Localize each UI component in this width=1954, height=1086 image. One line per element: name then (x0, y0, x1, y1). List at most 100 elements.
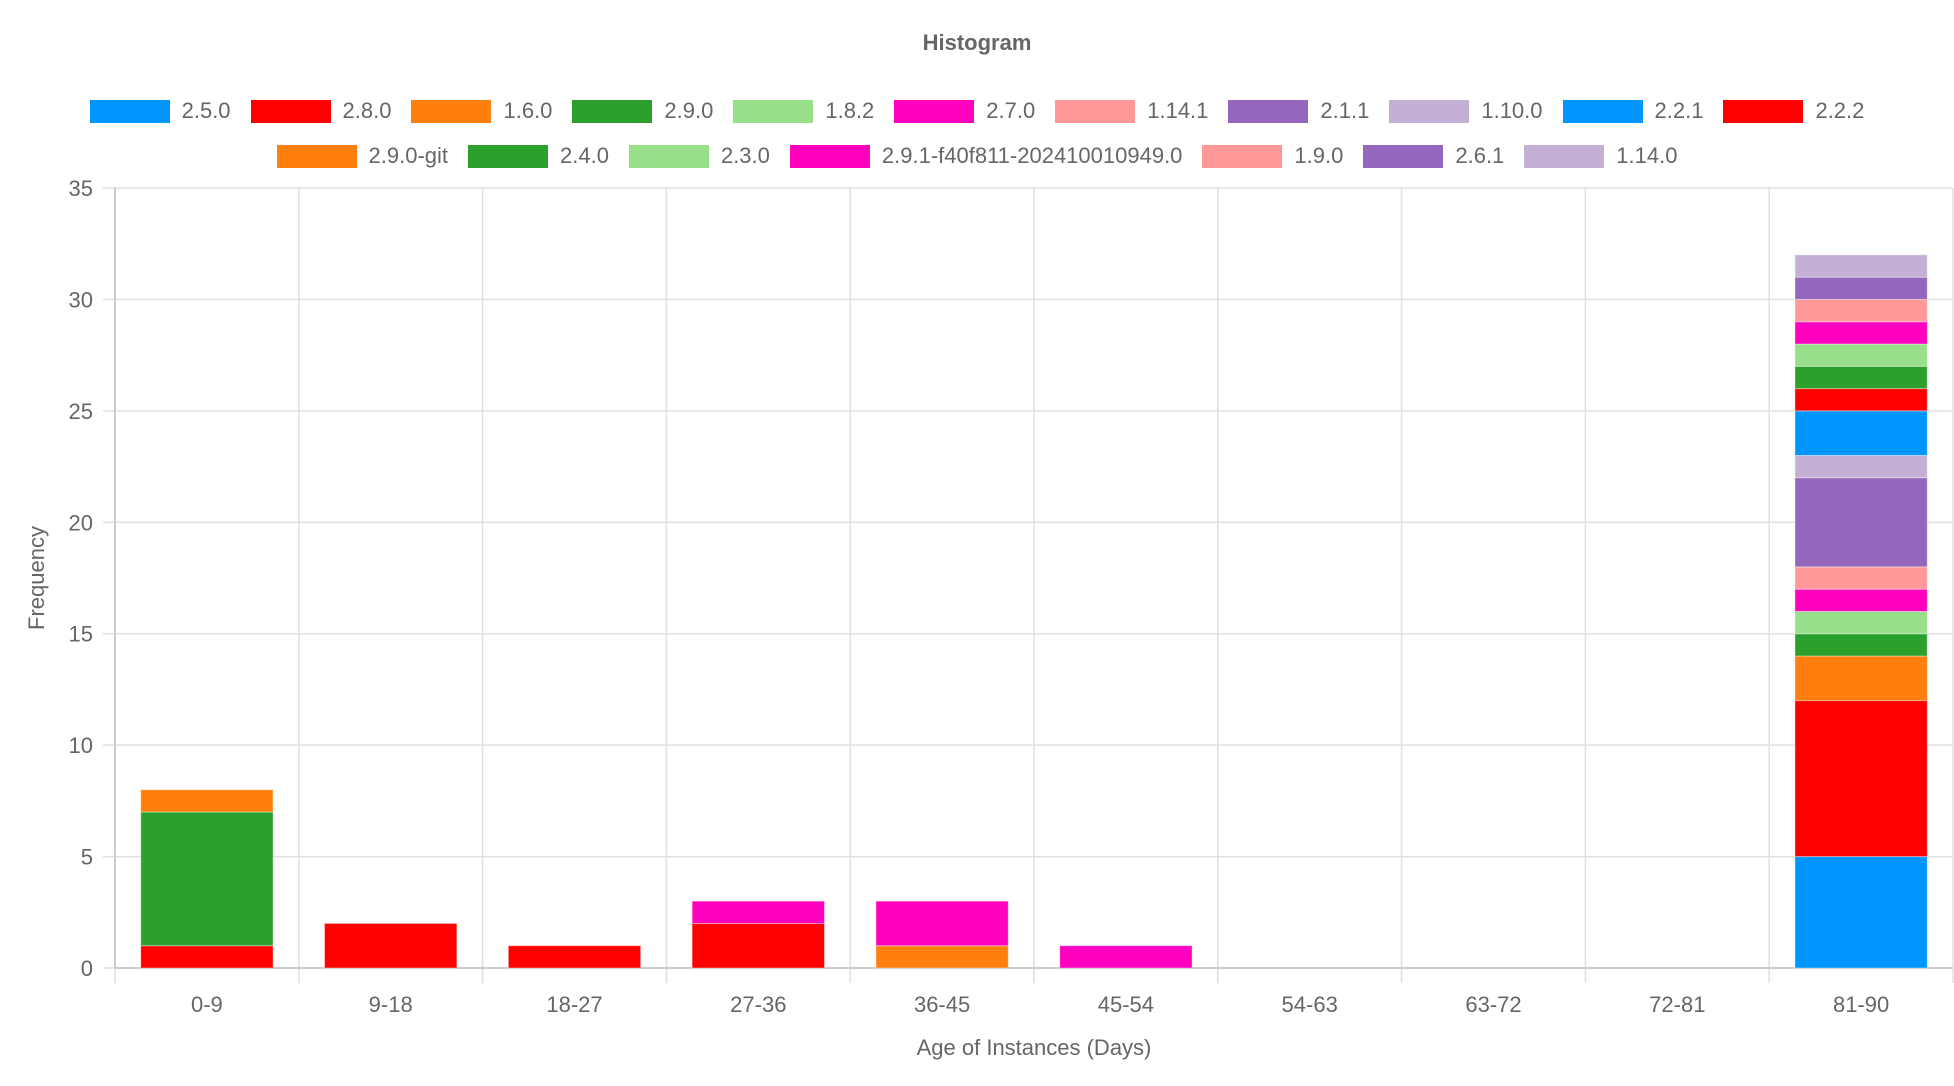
legend-swatch (276, 144, 357, 168)
y-tick-label: 0 (81, 956, 93, 981)
x-tick-label: 9-18 (369, 992, 413, 1017)
x-tick-label: 54-63 (1282, 992, 1338, 1017)
legend-swatch (1228, 99, 1309, 123)
legend-item[interactable]: 2.9.0 (572, 98, 713, 124)
bar-segment-1.6.0 (875, 945, 1009, 969)
bar-segment-2.9.0-git (140, 789, 274, 813)
y-tick-label: 5 (81, 845, 93, 870)
legend-label: 2.4.0 (560, 143, 609, 168)
bar-segment-2.7.0 (875, 900, 1009, 947)
legend-item[interactable]: 2.2.2 (1723, 98, 1864, 124)
x-tick-label: 63-72 (1465, 992, 1521, 1017)
legend-label: 1.6.0 (503, 98, 553, 123)
legend-item[interactable]: 1.9.0 (1202, 143, 1343, 169)
chart-title: Histogram (922, 30, 1032, 55)
legend-label: 1.14.0 (1616, 143, 1678, 168)
y-tick-label: 20 (69, 510, 93, 535)
legend-label: 2.1.1 (1320, 98, 1370, 123)
legend-swatch (1389, 99, 1470, 123)
x-tick-label: 81-90 (1833, 992, 1889, 1017)
x-axis-label: Age of Instances (Days) (917, 1035, 1152, 1060)
legend-swatch (1363, 144, 1444, 168)
legend-item[interactable]: 1.8.2 (733, 98, 874, 124)
legend-swatch (1524, 144, 1605, 168)
y-tick-label: 30 (69, 287, 93, 312)
y-axis-label: Frequency (24, 526, 49, 630)
legend-item[interactable]: 1.6.0 (411, 98, 552, 124)
legend-label: 2.2.2 (1815, 98, 1865, 123)
legend-item[interactable]: 2.5.0 (89, 98, 231, 124)
bar-segment-2.8.0 (140, 945, 274, 969)
legend-swatch (250, 99, 331, 123)
legend-row: 2.9.0-git 2.4.0 2.3.0 2.9.1-f40f811-2024100… (0, 143, 1954, 169)
x-tick-label: 0-9 (191, 992, 223, 1017)
y-tick-label: 10 (69, 733, 93, 758)
legend-item[interactable]: 1.10.0 (1389, 98, 1543, 124)
y-tick-label: 25 (69, 399, 93, 424)
bar-segment-2.6.1 (1794, 276, 1928, 300)
bar-segment-2.7.0 (691, 900, 825, 924)
legend-swatch (1723, 99, 1804, 123)
legend-item[interactable]: 1.14.1 (1055, 98, 1208, 124)
x-tick-label: 45-54 (1098, 992, 1154, 1017)
legend-swatch (1055, 99, 1136, 123)
legend-label: 2.9.0-git (368, 143, 449, 168)
legend-label: 2.2.1 (1654, 98, 1704, 123)
x-tick-label: 72-81 (1649, 992, 1705, 1017)
legend-swatch (733, 99, 814, 123)
legend-label: 2.7.0 (986, 98, 1036, 123)
legend-swatch (1562, 99, 1643, 123)
legend-label: 2.8.0 (342, 98, 392, 123)
legend-item[interactable]: 2.8.0 (250, 98, 392, 124)
bar-segment-1.14.0 (1794, 254, 1928, 278)
bar-segment-1.14.1 (1794, 566, 1928, 590)
bar-segment-1.10.0 (1794, 454, 1928, 479)
legend-label: 2.9.1-f40f811-202410010949.0 (881, 143, 1183, 168)
x-tick-label: 18-27 (546, 992, 602, 1017)
legend-swatch (89, 99, 170, 123)
bar-segment-2.8.0 (691, 922, 825, 969)
bar-segment-1.9.0 (1794, 298, 1928, 323)
legend-swatch (894, 99, 975, 123)
legend-item[interactable]: 2.9.0-git (276, 143, 449, 169)
legend-label: 1.14.1 (1147, 98, 1209, 123)
legend-label: 2.9.0 (664, 98, 714, 123)
legend-swatch (628, 144, 709, 168)
bar-segment-2.7.0 (1794, 588, 1928, 612)
bar-segment-2.9.0 (140, 811, 274, 947)
legend-item[interactable]: 2.4.0 (468, 143, 609, 169)
legend-swatch (1202, 144, 1283, 168)
bar-segment-2.8.0 (324, 922, 458, 969)
legend-item[interactable]: 2.2.1 (1562, 98, 1704, 124)
legend-row: 2.5.0 2.8.0 1.6.0 2.9.0 1.8.2 2.7.0 1.14.1 2.1.… (0, 98, 1954, 124)
bar-segment-2.7.0 (1059, 945, 1193, 969)
bar-segment-2.8.0 (507, 945, 642, 969)
legend-item[interactable]: 1.14.0 (1524, 143, 1677, 169)
bar-segment-2.9.0 (1794, 633, 1928, 657)
legend-label: 2.5.0 (181, 98, 231, 123)
legend-swatch (789, 144, 870, 168)
x-tick-label: 27-36 (730, 992, 786, 1017)
legend-swatch (468, 144, 549, 168)
bar-segment-2.2.1 (1794, 410, 1928, 456)
legend-swatch (572, 99, 653, 123)
legend-label: 2.3.0 (720, 143, 770, 168)
legend-label: 2.6.1 (1455, 143, 1505, 168)
bar-segment-2.3.0 (1794, 343, 1928, 367)
bar-segment-2.8.0 (1794, 700, 1928, 858)
legend-item[interactable]: 2.6.1 (1363, 143, 1504, 169)
legend-swatch (411, 99, 492, 123)
x-tick-label: 36-45 (914, 992, 970, 1017)
bar-segment-2.1.1 (1794, 477, 1928, 568)
legend-item[interactable]: 2.9.1-f40f811-202410010949.0 (789, 143, 1183, 169)
bar-segment-2.5.0 (1794, 856, 1928, 969)
bar-segment-2.4.0 (1794, 365, 1928, 390)
bar-segment-2.2.2 (1794, 388, 1928, 412)
legend-item[interactable]: 2.3.0 (628, 143, 770, 169)
legend-item[interactable]: 2.7.0 (894, 98, 1035, 124)
y-tick-label: 35 (69, 176, 93, 201)
y-tick-label: 15 (69, 622, 93, 647)
bar-segment-2.9.1-f40f811-202410010949.0 (1794, 321, 1928, 345)
legend-item[interactable]: 2.1.1 (1228, 98, 1369, 124)
